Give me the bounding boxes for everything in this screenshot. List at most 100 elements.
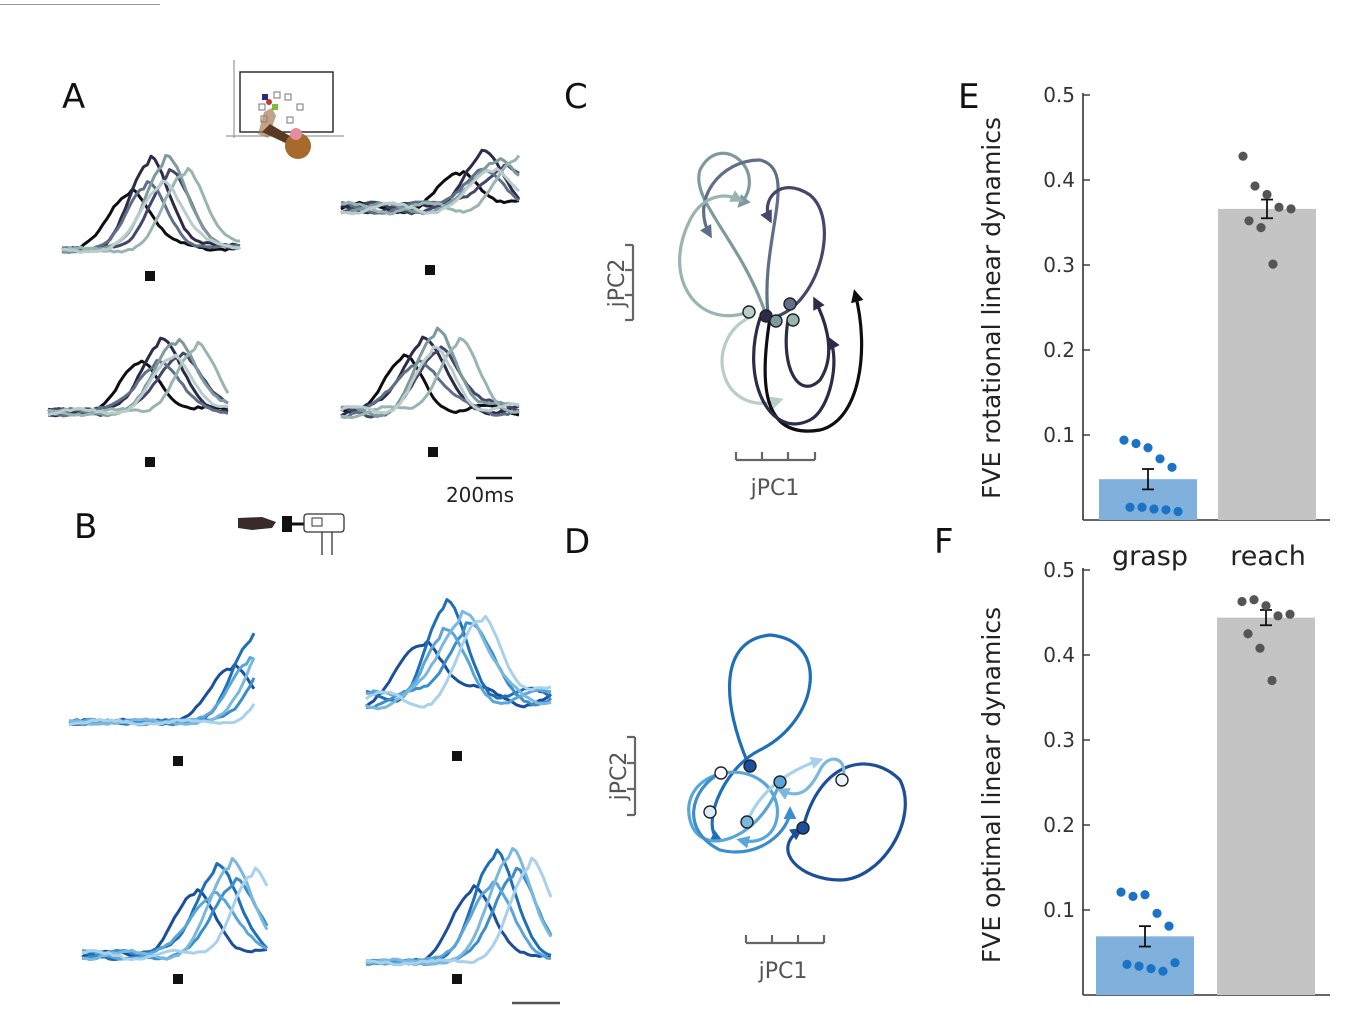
jpc1-label-c: jPC1 <box>750 476 800 501</box>
data-point-reach <box>1256 223 1266 233</box>
trajectory-c <box>700 158 780 316</box>
trajectory-d <box>692 771 797 854</box>
panel-letter-e: E <box>958 77 979 117</box>
start-point-c <box>786 313 800 327</box>
data-point-grasp <box>1164 921 1174 931</box>
y-tick-label: 0.4 <box>1043 643 1075 667</box>
data-point-reach <box>1238 151 1248 161</box>
panel-letter-a: A <box>62 77 85 117</box>
y-tick-label: 0.3 <box>1043 253 1075 277</box>
trajectory-d <box>687 770 782 849</box>
jpc2-label-c: jPC2 <box>605 259 630 309</box>
trajectory-c <box>784 296 831 388</box>
data-point-grasp <box>1167 462 1177 472</box>
data-point-grasp <box>1119 435 1129 445</box>
event-marker <box>452 751 462 761</box>
neural-trace <box>365 884 552 966</box>
y-tick-label: 0.5 <box>1043 558 1075 582</box>
neural-trace <box>81 856 269 962</box>
trajectory-c <box>760 186 826 318</box>
data-point-reach <box>1244 216 1254 226</box>
data-point-grasp <box>1143 443 1153 453</box>
data-point-grasp <box>1134 961 1144 971</box>
data-point-grasp <box>1122 959 1132 970</box>
bar-chart-e: 0.1 0.2 0.3 0.4 0.5 <box>1043 83 1330 521</box>
data-point-grasp <box>1128 891 1138 902</box>
start-point-d <box>743 759 757 773</box>
trajectory-c <box>697 151 767 314</box>
data-point-grasp <box>1158 966 1168 976</box>
neural-trace <box>365 609 552 711</box>
y-tick-label: 0.2 <box>1043 338 1075 362</box>
reach-task-illustration <box>226 60 344 159</box>
panel-letter-d: D <box>564 522 590 562</box>
y-tick-label: 0.3 <box>1043 728 1075 752</box>
bar-reach <box>1217 617 1315 995</box>
trajectory-c <box>752 316 840 426</box>
neural-trace <box>82 866 269 961</box>
data-point-reach <box>1268 259 1278 269</box>
category-label-reach: reach <box>1230 541 1306 572</box>
data-point-reach <box>1262 189 1272 200</box>
neural-trace <box>365 614 552 709</box>
neural-trace <box>61 166 241 254</box>
data-point-reach <box>1237 596 1247 607</box>
start-point-c <box>742 305 756 319</box>
event-marker <box>452 974 462 984</box>
event-marker <box>173 756 183 766</box>
category-label-grasp: grasp <box>1112 541 1188 572</box>
panel-letter-c: C <box>564 77 588 117</box>
neural-trace <box>81 862 269 961</box>
neural-trace <box>47 340 230 418</box>
grasp-task-illustration <box>238 513 345 555</box>
neural-trace <box>61 187 241 254</box>
data-point-reach <box>1286 204 1296 214</box>
trajectory-d <box>776 757 846 800</box>
data-point-reach <box>1250 181 1260 191</box>
data-point-reach <box>1255 643 1265 653</box>
data-point-grasp <box>1125 502 1135 512</box>
neural-trace <box>340 345 520 419</box>
neural-trace <box>365 847 553 966</box>
start-point-c <box>783 297 797 311</box>
data-point-grasp <box>1140 890 1150 900</box>
data-point-grasp <box>1173 506 1183 517</box>
event-marker <box>145 457 155 467</box>
jpc2-label-d: jPC2 <box>607 752 632 802</box>
neural-trace <box>340 163 520 216</box>
data-point-grasp <box>1152 908 1162 919</box>
event-marker <box>173 974 183 984</box>
data-point-reach <box>1285 609 1295 619</box>
start-point-d <box>796 821 810 835</box>
data-point-grasp <box>1170 958 1180 968</box>
start-point-d <box>703 805 717 819</box>
start-point-d <box>773 775 787 789</box>
neural-trace <box>81 891 268 961</box>
data-point-reach <box>1249 595 1259 605</box>
neural-trace <box>47 359 229 416</box>
data-point-reach <box>1273 611 1283 621</box>
page-edge-rule <box>0 0 160 5</box>
data-point-grasp <box>1146 964 1156 974</box>
data-point-grasp <box>1116 887 1126 897</box>
trajectory-d <box>709 633 812 842</box>
event-marker <box>145 271 155 281</box>
data-point-reach <box>1274 202 1284 212</box>
jpc1-label-d: jPC1 <box>758 959 808 984</box>
neural-trace <box>340 167 521 216</box>
event-marker <box>428 447 438 457</box>
data-point-reach <box>1261 601 1271 611</box>
start-point-d <box>835 773 849 787</box>
y-tick-label: 0.1 <box>1043 423 1075 447</box>
neural-trace <box>365 626 552 705</box>
data-point-grasp <box>1131 438 1141 449</box>
neural-traces <box>47 148 560 1005</box>
scale-bar-label: 200ms <box>446 483 514 507</box>
data-point-reach <box>1267 675 1277 686</box>
neural-trace <box>340 326 520 418</box>
neural-trace <box>340 359 520 419</box>
neural-trace <box>365 639 552 709</box>
y-tick-label: 0.4 <box>1043 168 1075 192</box>
trajectory-c <box>763 289 864 433</box>
